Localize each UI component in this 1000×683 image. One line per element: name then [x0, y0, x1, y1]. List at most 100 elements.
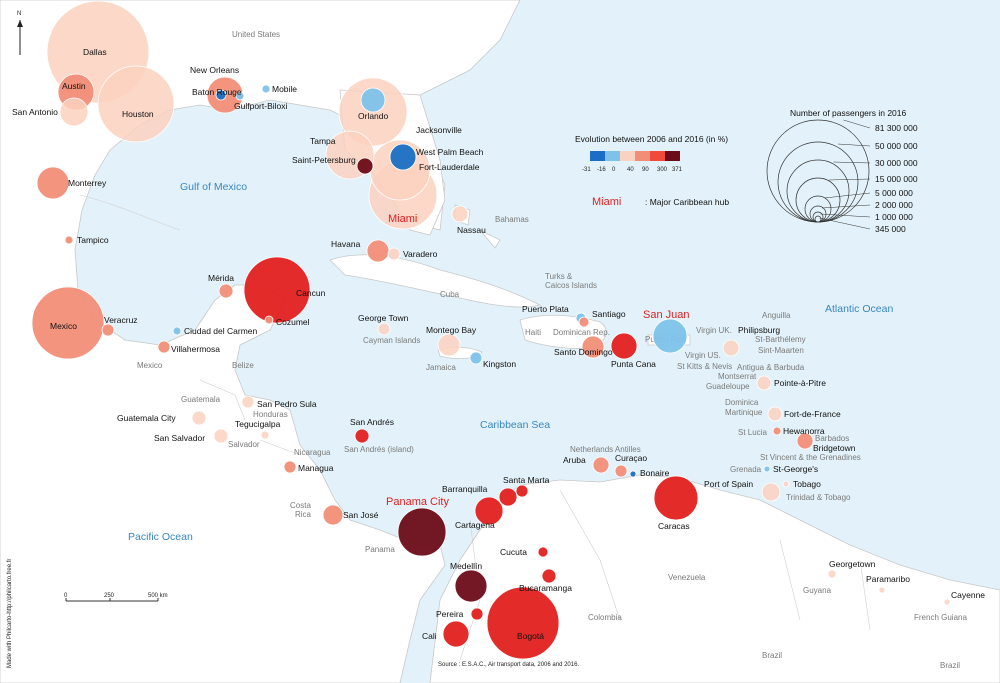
city-bubble-kingston [469, 351, 483, 365]
city-bubble-baton-rouge [215, 89, 227, 101]
ocean-gulf-of-mexico: Gulf of Mexico [180, 181, 247, 193]
city-label-veracruz: Veracruz [104, 315, 138, 325]
country-grenada: Grenada [730, 465, 762, 474]
city-bubble-m-rida [218, 283, 234, 299]
city-label-bonaire: Bonaire [640, 468, 670, 478]
legend-size-label-6: 1 000 000 [875, 212, 913, 222]
city-label-port-of-spain: Port of Spain [704, 479, 753, 489]
city-label-santo-domingo: Santo Domingo [554, 347, 613, 357]
country-dominica: Dominica [725, 398, 759, 407]
country-salvador: Salvador [228, 440, 260, 449]
city-bubble-hewanorra [772, 426, 782, 436]
country-rica: Rica [295, 510, 312, 519]
city-bubble-mexico [31, 286, 105, 360]
country-stlucia: St Lucia [738, 428, 767, 437]
north-label: N [17, 11, 21, 17]
land-cuba [329, 254, 542, 308]
city-bubble-villahermosa [157, 340, 171, 354]
city-label-cancun: Cancun [296, 288, 326, 298]
city-labels: Dallas Houston Austin San Antonio Monterrey T… [12, 47, 985, 641]
country-montserrat: Montserrat [718, 372, 757, 381]
city-bubble-pointe-pitre [756, 375, 772, 391]
city-bubble-tegucigalpa [260, 430, 270, 440]
city-bubble-caracas [653, 475, 699, 521]
city-bubble-varadero [387, 247, 401, 261]
city-bubble-saint-petersburg [356, 157, 374, 175]
country-labels: United States Bahamas Turks & Caicos Isl… [137, 30, 967, 670]
legend-size-leader-4 [824, 192, 871, 199]
city-label-havana: Havana [331, 239, 361, 249]
legend-color-box-0 [590, 151, 605, 161]
legend-evolution: Evolution between 2006 and 2016 (in %) -… [575, 134, 728, 173]
city-label-villahermosa: Villahermosa [171, 344, 220, 354]
legend-hub-word: Miami [592, 196, 621, 208]
city-bubble-bonaire [629, 470, 637, 478]
legend-hub: Miami : Major Caribbean hub [592, 196, 729, 208]
city-label-barranquilla: Barranquilla [442, 484, 488, 494]
country-trinidad: Trinidad & Tobago [786, 493, 851, 502]
legend-size-label-7: 345 000 [875, 224, 906, 234]
city-bubble-tampico [64, 235, 74, 245]
city-label-dallas: Dallas [83, 47, 107, 57]
legend-size-leader-3 [828, 178, 871, 181]
legend-size-label-5: 2 000 000 [875, 200, 913, 210]
city-bubble-pereira [470, 607, 484, 621]
legend-color-box-1 [605, 151, 620, 161]
scale-tick-250: 250 [104, 593, 115, 599]
city-bubble-barranquilla [498, 487, 518, 507]
city-label-san-jos-: San José [343, 510, 379, 520]
city-label-west-palm-beach: West Palm Beach [416, 147, 484, 157]
legend-tick-6: 371 [672, 167, 683, 173]
city-label-cartagena: Cartagena [455, 520, 495, 530]
city-label-monterrey: Monterrey [68, 178, 107, 188]
legend-color-box-3 [635, 151, 650, 161]
legend-tick-3: 40 [627, 167, 634, 173]
city-bubble-fort-de-france [767, 406, 783, 422]
city-bubble-medell-n [454, 569, 488, 603]
city-label-mobile: Mobile [272, 84, 297, 94]
city-label-varadero: Varadero [403, 249, 438, 259]
legend-color-scale [590, 151, 680, 161]
city-bubble-houston [97, 65, 175, 143]
country-sanandres-island: San Andrés (island) [344, 445, 414, 454]
city-bubble-panama-city [397, 507, 447, 557]
ocean-caribbean: Caribbean Sea [480, 419, 550, 431]
city-bubble-san-jos- [322, 504, 344, 526]
city-label-aruba: Aruba [563, 455, 586, 465]
city-label-m-rida: Mérida [208, 273, 234, 283]
borders [79, 194, 871, 661]
country-venezuela: Venezuela [668, 573, 706, 582]
city-bubble-philipsburg [722, 339, 740, 357]
city-label-bucaramanga: Bucaramanga [519, 583, 572, 593]
city-label-bridgetown: Bridgetown [813, 443, 856, 453]
city-label-guatemala-city: Guatemala City [117, 413, 176, 423]
legend-size-leader-5 [821, 204, 871, 209]
legend-size: Number of passengers in 2016 81 300 000 5… [766, 108, 918, 234]
city-bubble-george-town [377, 322, 391, 336]
city-bubble-guatemala-city [191, 410, 207, 426]
ocean-atlantic: Atlantic Ocean [825, 303, 893, 315]
city-bubble-ciudad-del-carmen [172, 326, 182, 336]
country-guadeloupe: Guadeloupe [706, 382, 750, 391]
city-label-jacksonville: Jacksonville [416, 125, 462, 135]
city-bubble-cartagena [474, 496, 504, 526]
city-bubble-monterrey [36, 166, 70, 200]
city-label-puerto-plata: Puerto Plata [522, 304, 569, 314]
city-label-san-andr-s: San Andrés [350, 417, 394, 427]
country-barbados: Barbados [815, 434, 849, 443]
city-label-hewanorra: Hewanorra [783, 426, 825, 436]
country-panama: Panama [365, 545, 395, 554]
legend-size-circles [766, 119, 871, 230]
legend-color-box-5 [665, 151, 680, 161]
city-label-panama-city: Panama City [386, 496, 449, 508]
city-bubble-san-antonio [59, 97, 89, 127]
city-label-ciudad-del-carmen: Ciudad del Carmen [184, 326, 258, 336]
city-label-philipsburg: Philipsburg [738, 325, 780, 335]
city-label-montego-bay: Montego Bay [426, 325, 477, 335]
city-label-orlando: Orlando [358, 111, 389, 121]
city-label-bogot-: Bogotá [517, 631, 544, 641]
country-nl-antilles: Netherlands Antilles [570, 445, 641, 454]
city-bubble-port-of-spain [761, 482, 781, 502]
city-label-kingston: Kingston [483, 359, 516, 369]
legend-color-box-4 [650, 151, 665, 161]
